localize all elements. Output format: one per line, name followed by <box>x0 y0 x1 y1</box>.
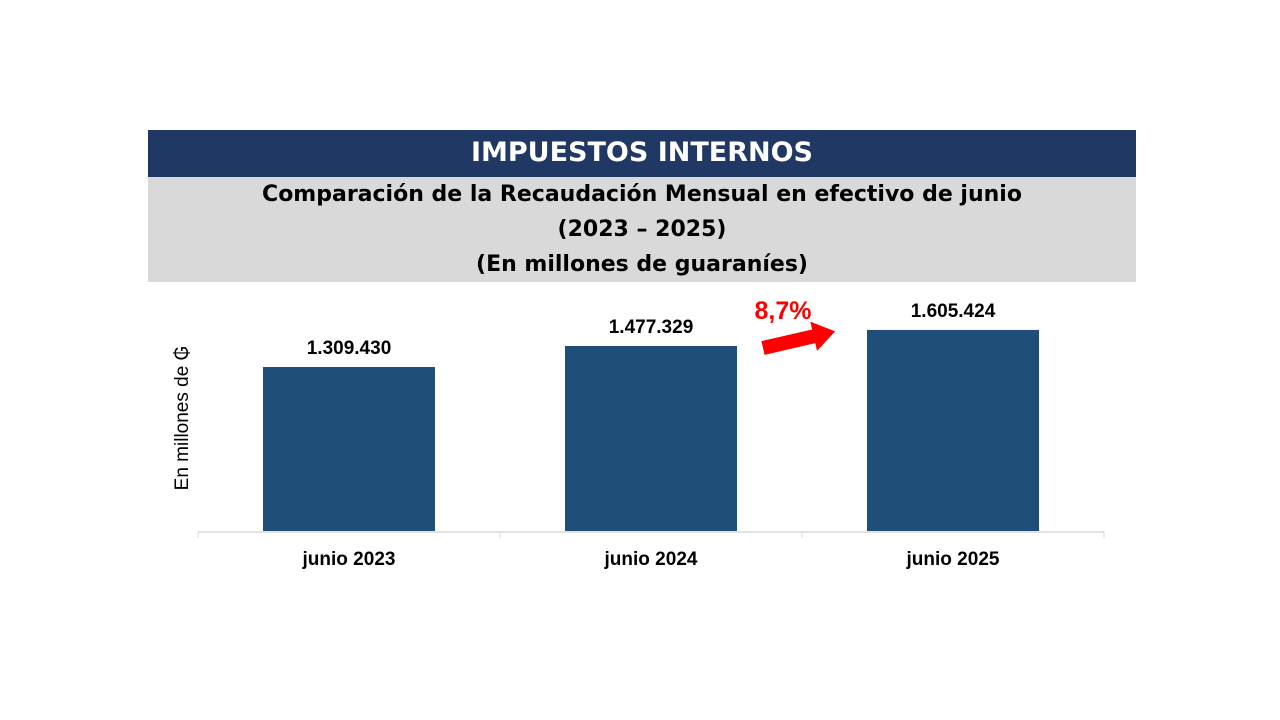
bar <box>263 367 435 531</box>
subtitle-line-2: (2023 – 2025) <box>557 217 727 242</box>
bar <box>867 329 1039 531</box>
data-label: 1.309.430 <box>307 338 392 359</box>
bar <box>565 345 737 531</box>
subtitle-line-1: Comparación de la Recaudación Mensual en… <box>262 182 1022 207</box>
data-label: 1.477.329 <box>609 317 694 338</box>
chart-subtitle: Comparación de la Recaudación Mensual en… <box>148 177 1136 282</box>
x-tick-label: junio 2024 <box>604 549 698 570</box>
data-label: 1.605.424 <box>911 301 996 322</box>
growth-annotation: 8,7% <box>755 297 812 325</box>
header-title: IMPUESTOS INTERNOS <box>148 130 1136 177</box>
growth-arrow-icon <box>761 321 836 355</box>
x-tick-label: junio 2025 <box>906 549 1000 570</box>
x-tick-label: junio 2023 <box>302 549 396 570</box>
subtitle-line-3: (En millones de guaraníes) <box>476 252 808 277</box>
